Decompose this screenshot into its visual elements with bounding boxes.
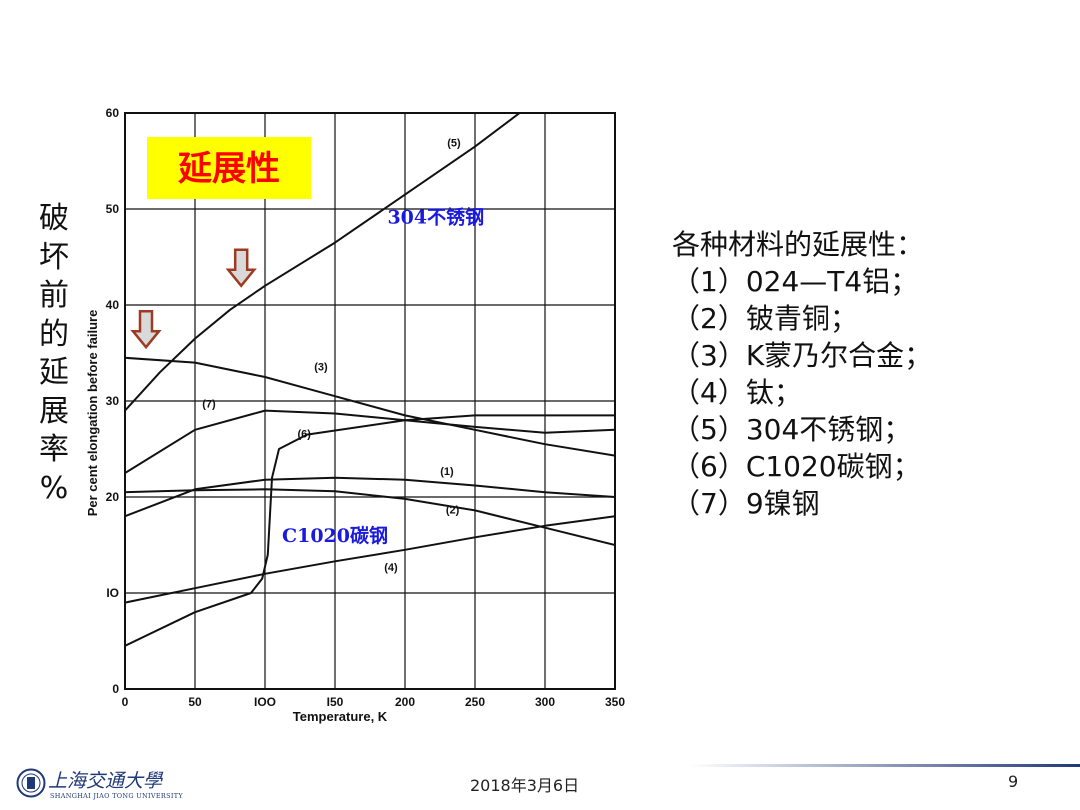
y-tick-label: 20 <box>106 490 120 504</box>
legend-item: （5）304不锈钢； <box>672 413 912 446</box>
series-label: (4) <box>384 562 398 574</box>
series-annotation: 304不锈钢 <box>387 206 484 228</box>
page-number: 9 <box>1008 772 1019 791</box>
vertical-axis-caption: 破 坏 前 的 延 展 率 % <box>32 200 76 508</box>
series-label: (3) <box>314 361 328 373</box>
chart-title: 延展性 <box>178 149 280 189</box>
legend-item: （7）9镍钢 <box>672 487 820 520</box>
vertical-caption-char: 前 <box>39 278 69 313</box>
y-axis-label: Per cent elongation before failure <box>85 310 100 517</box>
footer-divider <box>690 764 1080 767</box>
series-label: (6) <box>297 428 311 440</box>
x-tick-label: 350 <box>605 695 625 709</box>
legend-item: （1）024—T4铝； <box>672 265 919 298</box>
legend-item: （2）铍青铜； <box>672 302 858 335</box>
y-tick-label: IO <box>106 586 119 600</box>
vertical-caption-char: 率 <box>39 432 69 467</box>
series-line <box>125 356 615 457</box>
y-tick-label: 0 <box>112 682 119 696</box>
vertical-caption-char: % <box>39 470 69 506</box>
series-line <box>125 414 615 647</box>
legend-item: （6）C1020碳钢； <box>672 450 921 483</box>
vertical-caption-char: 的 <box>39 316 69 352</box>
materials-legend: 各种材料的延展性： （1）024—T4铝； （2）铍青铜； （3）K蒙乃尔合金；… <box>672 226 1072 522</box>
legend-title: 各种材料的延展性： <box>672 228 925 261</box>
vertical-caption-char: 破 <box>39 201 69 236</box>
legend-item: （3）K蒙乃尔合金； <box>672 339 933 372</box>
series-line <box>125 488 615 546</box>
down-arrow-icon <box>130 309 162 350</box>
series-label: (2) <box>446 504 460 516</box>
x-tick-label: I50 <box>327 695 344 709</box>
legend-item: （4）钛； <box>672 376 802 409</box>
vertical-caption-char: 展 <box>39 393 69 429</box>
university-logo-name: 上海交通大學 <box>48 770 163 792</box>
series-line <box>125 476 615 518</box>
university-logo-subtitle: SHANGHAI JIAO TONG UNIVERSITY <box>50 792 183 800</box>
x-tick-label: IOO <box>254 695 276 709</box>
y-tick-label: 50 <box>106 202 120 216</box>
y-tick-label: 60 <box>106 106 120 120</box>
plot-frame <box>124 112 616 690</box>
x-tick-label: 0 <box>122 695 129 709</box>
down-arrow-icon <box>225 248 257 288</box>
y-tick-label: 40 <box>106 298 120 312</box>
x-tick-label: 200 <box>395 695 415 709</box>
series-line <box>125 515 615 604</box>
series-label: (5) <box>447 138 461 150</box>
series-line <box>125 409 615 474</box>
y-tick-label: 30 <box>106 394 120 408</box>
x-tick-label: 300 <box>535 695 555 709</box>
university-seal-icon <box>16 768 46 798</box>
series-line <box>125 113 522 412</box>
series-annotation: C1020碳钢 <box>282 524 388 547</box>
series-label: (1) <box>440 466 454 478</box>
vertical-caption-char: 坏 <box>39 239 69 275</box>
title-box <box>147 137 311 199</box>
x-axis-label: Temperature, K <box>293 709 388 724</box>
x-tick-label: 250 <box>465 695 485 709</box>
footer-date: 2018年3月6日 <box>470 776 580 795</box>
x-tick-label: 50 <box>188 695 202 709</box>
series-label: (7) <box>202 399 216 411</box>
vertical-caption-char: 延 <box>39 355 69 390</box>
